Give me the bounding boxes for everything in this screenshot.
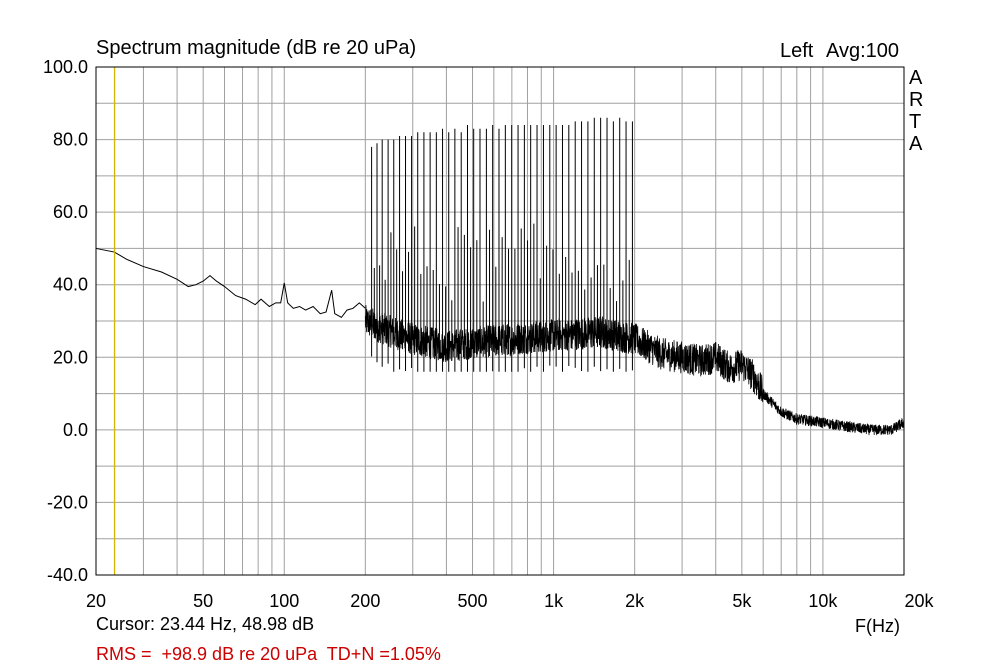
x-tick-label: 200 <box>350 591 380 611</box>
y-axis-tick-labels: 100.0 80.0 60.0 40.0 20.0 0.0 -20.0 -40.0 <box>43 57 88 585</box>
y-tick-label: 20.0 <box>53 347 88 367</box>
y-tick-label: -40.0 <box>47 565 88 585</box>
watermark-letter: A <box>909 67 923 89</box>
watermark-letter: A <box>909 133 923 155</box>
x-axis-tick-labels: 20 50 100 200 500 1k 2k 5k 10k 20k <box>86 591 935 611</box>
y-tick-label: 40.0 <box>53 275 88 295</box>
y-tick-label: 0.0 <box>63 420 88 440</box>
arta-watermark: A R T A <box>909 67 923 155</box>
chart-title: Spectrum magnitude (dB re 20 uPa) <box>96 37 416 59</box>
cursor-readout: Cursor: 23.44 Hz, 48.98 dB <box>96 614 314 634</box>
spectrum-trace <box>95 117 905 436</box>
average-label: Avg:100 <box>826 40 899 62</box>
plot-frame <box>95 66 905 576</box>
x-tick-label: 20k <box>904 591 934 611</box>
y-tick-label: 80.0 <box>53 130 88 150</box>
spectrum-low-frequency <box>95 247 366 319</box>
y-tick-label: -20.0 <box>47 492 88 512</box>
channel-label: Left <box>780 40 814 62</box>
x-tick-label: 20 <box>86 591 106 611</box>
watermark-letter: R <box>909 89 923 111</box>
x-tick-label: 50 <box>193 591 213 611</box>
rms-readout: RMS = +98.9 dB re 20 uPa TD+N =1.05% <box>96 644 441 664</box>
x-axis-label: F(Hz) <box>855 616 900 636</box>
watermark-letter: T <box>909 111 921 133</box>
x-tick-label: 1k <box>544 591 564 611</box>
y-tick-label: 60.0 <box>53 202 88 222</box>
x-tick-label: 100 <box>269 591 299 611</box>
y-tick-label: 100.0 <box>43 57 88 77</box>
x-tick-label: 10k <box>808 591 838 611</box>
horizontal-grid <box>96 102 904 540</box>
x-tick-label: 2k <box>625 591 645 611</box>
x-tick-label: 5k <box>732 591 752 611</box>
x-tick-label: 500 <box>457 591 487 611</box>
